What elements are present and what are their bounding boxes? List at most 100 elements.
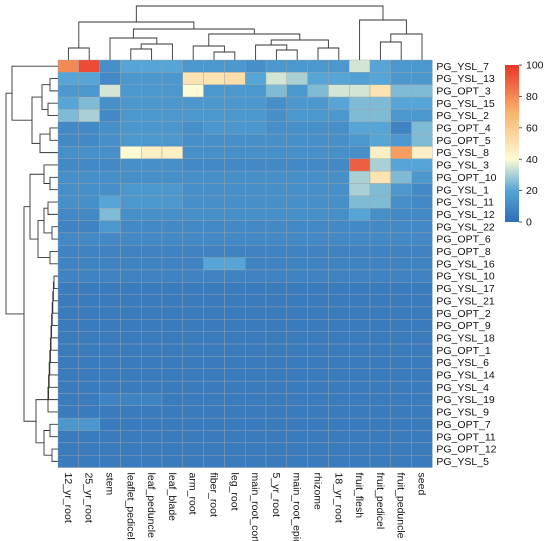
- heatmap-cell: [286, 59, 308, 73]
- heatmap-cell: [244, 109, 267, 122]
- heatmap-cell: [265, 84, 287, 98]
- dendrogram-branch: [43, 164, 58, 184]
- heatmap-cell: [78, 269, 100, 283]
- heatmap-cell: [78, 84, 100, 98]
- heatmap-cell: [120, 59, 142, 73]
- heatmap-cell: [328, 158, 350, 172]
- heatmap-cell: [411, 430, 433, 444]
- heatmap-cell: [390, 220, 412, 234]
- heatmap-cell: [120, 405, 142, 419]
- heatmap-cell: [349, 380, 371, 394]
- heatmap-cell: [349, 319, 371, 332]
- row-label: PG_YSL_15: [436, 98, 495, 110]
- heatmap-cell: [140, 455, 163, 468]
- dendrogram-branch: [39, 133, 58, 154]
- dendrogram-branch: [35, 399, 48, 444]
- row-label: PG_YSL_9: [436, 407, 489, 419]
- heatmap-cell: [286, 455, 308, 468]
- heatmap-cell: [244, 343, 267, 357]
- heatmap-cell: [328, 170, 350, 184]
- heatmap-cell: [286, 207, 308, 221]
- heatmap-cell: [390, 96, 412, 110]
- heatmap-cell: [224, 343, 246, 357]
- dendrogram-branch: [390, 33, 423, 60]
- row-label: PG_OPT_6: [436, 234, 490, 246]
- heatmap-cell: [140, 405, 163, 419]
- heatmap-cell: [265, 294, 287, 308]
- heatmap-cell: [307, 232, 329, 246]
- heatmap-cell: [182, 455, 204, 468]
- heatmap-cell: [411, 356, 433, 369]
- heatmap-cell: [265, 257, 287, 271]
- heatmap-cell: [307, 170, 329, 184]
- row-label: PG_OPT_5: [436, 135, 490, 147]
- heatmap-cell: [161, 121, 183, 135]
- heatmap-cell: [140, 269, 163, 283]
- heatmap-cell: [203, 109, 225, 122]
- dendrogram-branch: [5, 92, 24, 315]
- heatmap-cell: [120, 306, 142, 320]
- heatmap-cell: [182, 232, 204, 246]
- heatmap-cell: [161, 220, 183, 234]
- heatmap-cell: [349, 430, 371, 444]
- heatmap-cell: [203, 380, 225, 394]
- heatmap-cell: [369, 455, 391, 468]
- heatmap-cell: [244, 59, 267, 73]
- heatmap-cell: [182, 170, 204, 184]
- heatmap-cell: [244, 170, 267, 184]
- heatmap-cell: [349, 282, 371, 295]
- heatmap-cell: [99, 84, 121, 98]
- heatmap-cell: [390, 417, 412, 431]
- heatmap-cell: [161, 282, 183, 295]
- heatmap-cell: [265, 331, 287, 345]
- heatmap-cell: [286, 430, 308, 444]
- heatmap-cell: [328, 72, 350, 85]
- heatmap-cell: [99, 170, 121, 184]
- dendrogram-branch: [379, 41, 402, 60]
- row-label: PG_YSL_11: [436, 197, 494, 209]
- heatmap-cell: [265, 207, 287, 221]
- heatmap-cell: [224, 245, 246, 258]
- heatmap-cell: [182, 220, 204, 234]
- heatmap-cell: [120, 430, 142, 444]
- heatmap-cell: [307, 84, 329, 98]
- heatmap-cells: [57, 59, 433, 468]
- heatmap-cell: [349, 158, 371, 172]
- heatmap-cell: [390, 405, 412, 419]
- heatmap-cell: [161, 195, 183, 209]
- heatmap-cell: [203, 417, 225, 431]
- heatmap-cell: [182, 294, 204, 308]
- heatmap-cell: [328, 195, 350, 209]
- heatmap-cell: [286, 294, 308, 308]
- heatmap-cell: [349, 146, 371, 159]
- dendrogram-branch: [135, 5, 384, 22]
- heatmap-cell: [244, 158, 267, 172]
- heatmap-cell: [120, 84, 142, 98]
- heatmap-cell: [224, 380, 246, 394]
- heatmap-cell: [265, 96, 287, 110]
- heatmap-cell: [57, 319, 79, 332]
- row-label: PG_OPT_9: [436, 320, 490, 332]
- column-labels: 12_yr_root 25_yr_root stem leaflet_pedicel l…: [62, 473, 428, 541]
- heatmap-cell: [328, 356, 350, 369]
- heatmap-cell: [161, 84, 183, 98]
- column-label: main_root_cortex: [249, 473, 261, 541]
- heatmap-cell: [369, 121, 391, 135]
- heatmap-cell: [224, 170, 246, 184]
- heatmap-cell: [78, 405, 100, 419]
- legend-tick-label: 0: [526, 217, 532, 229]
- heatmap-cell: [78, 220, 100, 234]
- row-label: PG_YSL_13: [436, 73, 495, 85]
- heatmap-cell: [307, 72, 329, 85]
- heatmap-cell: [203, 306, 225, 320]
- row-label: PG_YSL_21: [436, 295, 495, 307]
- heatmap-cell: [411, 133, 433, 147]
- heatmap-cell: [78, 183, 100, 197]
- heatmap-cell: [203, 220, 225, 234]
- heatmap-cell: [349, 257, 371, 271]
- heatmap-cell: [140, 306, 163, 320]
- heatmap-cell: [182, 306, 204, 320]
- heatmap-cell: [224, 72, 246, 85]
- heatmap-cell: [203, 331, 225, 345]
- heatmap-cell: [182, 380, 204, 394]
